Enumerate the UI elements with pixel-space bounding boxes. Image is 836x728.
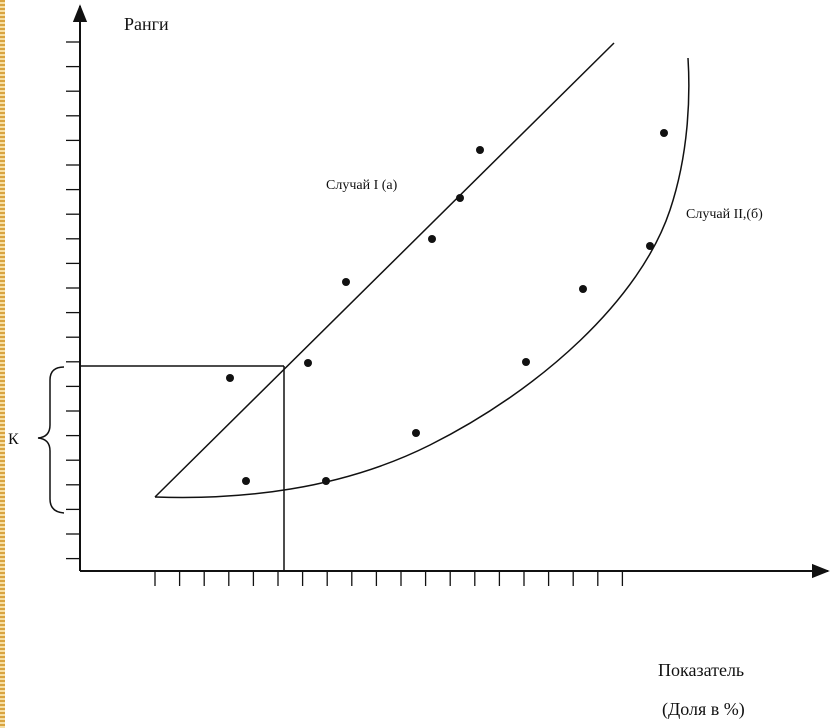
bracket-label: К bbox=[8, 431, 19, 448]
y-axis-label: Ранги bbox=[124, 14, 169, 34]
decorative-left-border bbox=[0, 0, 5, 728]
x-axis-label-unit: (Доля в %) bbox=[662, 699, 745, 720]
x-axis-label: Показатель bbox=[658, 660, 744, 680]
x-axis-ticks bbox=[154, 571, 624, 586]
case-two-point bbox=[579, 285, 587, 293]
case-one-point bbox=[476, 146, 484, 154]
case-one-label: Случай I (а) bbox=[326, 178, 398, 193]
case-one-point bbox=[456, 194, 464, 202]
case-one-point bbox=[242, 477, 250, 485]
case-one-point bbox=[226, 374, 234, 382]
case-two-curve bbox=[154, 57, 690, 499]
case-one-point bbox=[304, 359, 312, 367]
y-axis-ticks bbox=[66, 41, 80, 560]
case-two-point bbox=[646, 242, 654, 250]
case-two-point bbox=[660, 129, 668, 137]
case-one-line bbox=[154, 42, 615, 498]
case-one-point bbox=[322, 477, 330, 485]
case-two-points bbox=[412, 129, 668, 437]
case-two-label: Случай II,(б) bbox=[686, 207, 763, 222]
k-bracket bbox=[37, 366, 65, 514]
case-two-point bbox=[412, 429, 420, 437]
case-one-point bbox=[342, 278, 350, 286]
case-one-point bbox=[428, 235, 436, 243]
case-one-points bbox=[226, 146, 484, 485]
case-two-point bbox=[522, 358, 530, 366]
